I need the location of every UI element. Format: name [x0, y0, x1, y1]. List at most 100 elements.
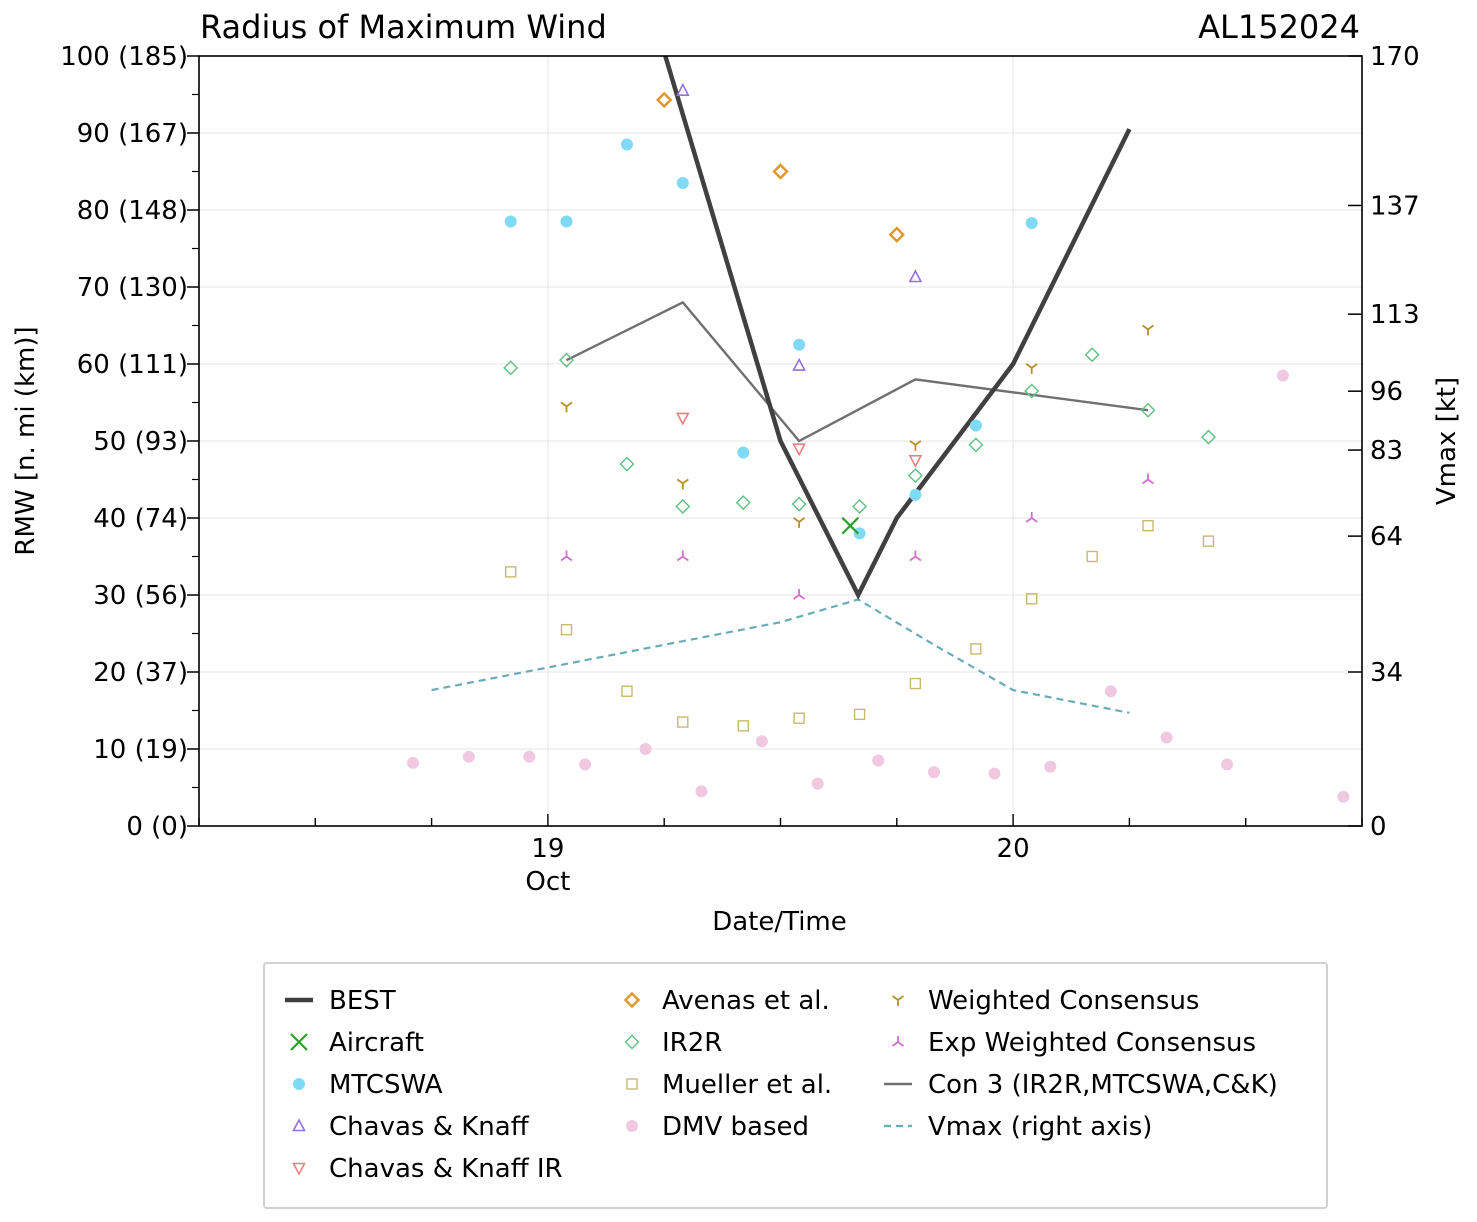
dmv-point	[872, 754, 885, 767]
storm-id: AL152024	[1198, 8, 1360, 46]
exp_weighted-point	[560, 550, 573, 562]
avenas-point-shape	[656, 91, 673, 109]
series-avenas	[656, 91, 905, 243]
mtcswa-point-shape	[909, 488, 922, 501]
mueller-point-shape	[970, 643, 982, 655]
weighted-point-shape	[676, 478, 689, 490]
dmv-point-shape	[1276, 369, 1289, 382]
legend-swatch	[292, 1118, 306, 1132]
chavas_knaff_ir-point	[908, 454, 923, 468]
legend-swatch	[626, 1120, 638, 1132]
vmax-line	[431, 598, 1130, 714]
legend-item-dmv: DMV based	[626, 1112, 809, 1142]
dmv-point-shape	[1160, 731, 1173, 744]
legend-swatch-shape	[626, 1120, 638, 1132]
dmv-point	[1276, 369, 1289, 382]
legend-item-mueller: Mueller et al.	[626, 1070, 832, 1100]
mueller-point-shape	[793, 712, 805, 724]
y-tick-label: 80 (148)	[77, 196, 188, 226]
series-mtcswa	[504, 138, 1038, 540]
chart-title: Radius of Maximum Wind	[200, 8, 607, 46]
legend-item-exp_weighted: Exp Weighted Consensus	[891, 1028, 1256, 1058]
ir2r-point	[852, 498, 868, 514]
mueller-point	[621, 685, 633, 697]
ir2r-point-shape	[968, 437, 984, 453]
y-axis-label: RMW [n. mi (km)]	[11, 326, 41, 555]
legend-item-mtcswa: MTCSWA	[293, 1070, 443, 1100]
mueller-point	[1202, 535, 1215, 547]
legend-swatch-shape	[290, 1033, 308, 1051]
mueller-point-shape	[737, 720, 749, 732]
legend-box	[263, 962, 1328, 1209]
mtcswa-point	[793, 338, 806, 351]
weighted-point-shape	[909, 440, 922, 451]
chavas_knaff-point	[908, 269, 923, 283]
weighted-point-shape	[1141, 324, 1155, 336]
dmv-point-shape	[1104, 685, 1117, 698]
ir2r-point-shape	[791, 496, 807, 512]
y-right-tick-label: 170	[1370, 42, 1420, 72]
mueller-point	[793, 712, 805, 724]
legend-item-avenas: Avenas et al.	[623, 986, 830, 1016]
legend-swatch	[290, 1033, 308, 1051]
legend-item-best: BEST	[285, 986, 396, 1016]
legend-label: BEST	[329, 986, 396, 1016]
ir2r-point-shape	[1140, 402, 1156, 418]
ir2r-point	[968, 437, 984, 453]
exp_weighted-point	[1141, 473, 1155, 485]
mtcswa-point	[737, 446, 750, 459]
legend-item-vmax: Vmax (right axis)	[884, 1112, 1152, 1142]
mueller-point	[909, 677, 922, 690]
mtcswa-point	[909, 488, 922, 501]
exp_weighted-point	[793, 589, 806, 600]
con3-line	[565, 300, 1149, 443]
series-weighted	[560, 324, 1155, 528]
legend-swatch	[626, 1078, 638, 1090]
mtcswa-point-shape	[560, 215, 573, 228]
series-chavas_knaff	[675, 82, 923, 371]
legend-swatch	[624, 1034, 640, 1050]
series-aircraft	[841, 516, 860, 535]
y-tick-label: 50 (93)	[93, 427, 188, 457]
dmv-point	[639, 743, 652, 755]
dmv-point-shape	[695, 785, 708, 798]
exp_weighted-point-shape	[1025, 512, 1038, 523]
dmv-point-shape	[579, 758, 592, 771]
weighted-point-shape	[560, 401, 573, 413]
mtcswa-point	[504, 215, 517, 228]
legend-item-chavas_knaff: Chavas & Knaff	[292, 1112, 530, 1142]
legend-swatch-shape	[623, 991, 641, 1009]
y-tick-label: 40 (74)	[93, 504, 188, 534]
legend-swatch	[292, 1162, 306, 1176]
mueller-point	[853, 708, 866, 721]
mtcswa-point-shape	[737, 446, 750, 459]
exp_weighted-point-shape	[676, 550, 689, 562]
dmv-point	[406, 756, 419, 769]
x-axis-label: Date/Time	[712, 907, 847, 937]
legend-swatch-shape	[292, 1162, 306, 1176]
exp_weighted-point-shape	[560, 550, 573, 562]
legend: BEST Aircraft MTCSWA Chavas & Knaff Chavas &…	[263, 962, 1328, 1209]
weighted-point-shape	[793, 517, 806, 528]
chavas_knaff-point-shape	[792, 357, 806, 371]
ir2r-point	[1200, 429, 1216, 445]
series-ir2r	[503, 347, 1216, 514]
ir2r-point-shape	[1084, 347, 1100, 363]
legend-label: Aircraft	[329, 1028, 424, 1058]
y-tick-label: 30 (56)	[93, 581, 188, 611]
ir2r-point	[559, 352, 574, 368]
exp_weighted-point-shape	[909, 550, 922, 562]
ir2r-point	[735, 495, 751, 511]
dmv-point-shape	[462, 750, 475, 763]
y-right-axis-label: Vmax [kt]	[1432, 377, 1462, 505]
dmv-point	[928, 766, 941, 779]
series-dmv	[406, 369, 1350, 803]
series-best	[662, 56, 1132, 601]
exp_weighted-point	[909, 550, 922, 562]
mueller-point-shape	[853, 708, 866, 721]
chavas_knaff_ir-point-shape	[675, 412, 690, 426]
legend-swatch-shape	[624, 1034, 640, 1050]
legend-swatch-shape	[891, 1036, 905, 1047]
legend-label: MTCSWA	[329, 1070, 443, 1100]
mueller-point	[504, 566, 517, 578]
